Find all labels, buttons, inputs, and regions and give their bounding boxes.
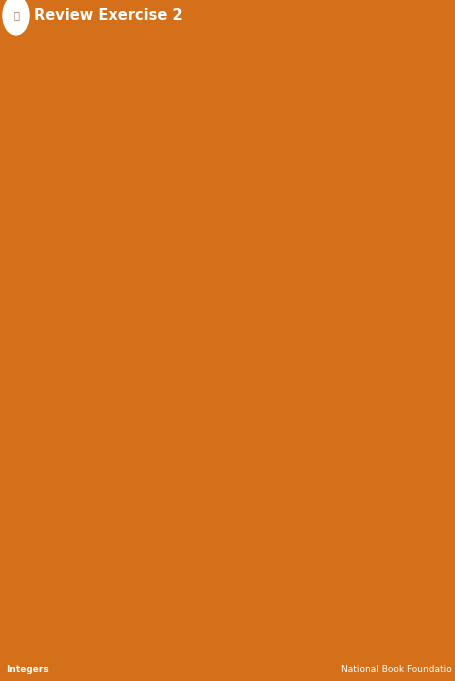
Text: (d)  60°: (d) 60° bbox=[341, 155, 383, 165]
Text: Review Exercise 2: Review Exercise 2 bbox=[34, 8, 182, 23]
Text: (d)  below: (d) below bbox=[341, 185, 396, 195]
Text: (a)  −30°: (a) −30° bbox=[36, 155, 86, 165]
Text: (vii): (vii) bbox=[12, 263, 38, 273]
Text: (b)  increases: (b) increases bbox=[173, 376, 247, 386]
Text: (viii): (viii) bbox=[12, 293, 42, 303]
Text: (a)  >: (a) > bbox=[36, 334, 67, 345]
Text: (i): (i) bbox=[12, 60, 26, 70]
Text: (c)  stationery (d)  none: (c) stationery (d) none bbox=[318, 376, 448, 386]
Text: (x): (x) bbox=[12, 353, 30, 363]
Circle shape bbox=[3, 0, 29, 35]
Text: (ix): (ix) bbox=[12, 323, 34, 333]
Text: (c)  ±30°: (c) ±30° bbox=[246, 155, 295, 165]
Text: (d)  +1: (d) +1 bbox=[341, 113, 379, 123]
Text: On number line the value of integer __________ as we move to: On number line the value of integer ____… bbox=[48, 353, 437, 363]
Text: (b)  +7: (b) +7 bbox=[136, 274, 175, 285]
Text: (c)  above: (c) above bbox=[246, 185, 300, 195]
Text: The temperature above freezing point is represented by ________: The temperature above freezing point is … bbox=[48, 60, 455, 70]
Text: −1 _________ −1000.: −1 _________ −1000. bbox=[48, 323, 170, 333]
Polygon shape bbox=[238, 1, 254, 30]
Text: Integers: Integers bbox=[7, 665, 49, 674]
Text: (iv): (iv) bbox=[12, 173, 34, 183]
Text: The absolute value of an integer is its distance from _________ .: The absolute value of an integer is its … bbox=[48, 203, 450, 213]
Text: (a) negative integer: (a) negative integer bbox=[36, 215, 145, 225]
Text: If − 30° represents rotation in clockwise direction then rotation in: If − 30° represents rotation in clockwis… bbox=[48, 131, 455, 142]
Text: The absolute value of an integer can never be _________ .: The absolute value of an integer can nev… bbox=[48, 233, 409, 243]
Text: (c)  Positive: (c) Positive bbox=[246, 83, 309, 93]
Text: (v): (v) bbox=[12, 203, 30, 213]
Text: (d)  <: (d) < bbox=[341, 304, 373, 315]
Text: (b)  Negative: (b) Negative bbox=[136, 83, 208, 93]
Text: (b)  ≥: (b) ≥ bbox=[136, 304, 168, 315]
Text: (iii): (iii) bbox=[12, 131, 35, 142]
Text: (a)  −100: (a) −100 bbox=[36, 113, 88, 123]
Text: (c)  0: (c) 0 bbox=[246, 274, 274, 285]
Text: (d)  ≥: (d) ≥ bbox=[341, 334, 373, 345]
Text: |−7| = _________ .: |−7| = _________ . bbox=[48, 263, 152, 274]
FancyBboxPatch shape bbox=[0, 661, 455, 679]
Text: (a)  positive: (a) positive bbox=[36, 244, 101, 255]
FancyBboxPatch shape bbox=[3, 8, 452, 663]
Text: anticlockwise direction is represented by _________ .: anticlockwise direction is represented b… bbox=[48, 143, 378, 153]
Polygon shape bbox=[238, 30, 254, 36]
Text: 🐾: 🐾 bbox=[13, 10, 19, 20]
Text: (a)  left: (a) left bbox=[36, 185, 76, 195]
Text: (d)  negative: (d) negative bbox=[341, 244, 411, 255]
Text: (b)  +100: (b) +100 bbox=[136, 113, 189, 123]
Text: (b)  +30°: (b) +30° bbox=[136, 155, 187, 165]
Text: (b)  right: (b) right bbox=[136, 185, 184, 195]
Text: 1.   Encircle the correct option.: 1. Encircle the correct option. bbox=[12, 44, 194, 57]
Text: (d)  1: (d) 1 bbox=[318, 215, 348, 225]
FancyBboxPatch shape bbox=[2, 1, 262, 30]
Text: (d)  Both (b) and (c): (d) Both (b) and (c) bbox=[341, 83, 450, 93]
Text: (ii): (ii) bbox=[12, 101, 30, 112]
Text: (c)  0: (c) 0 bbox=[246, 113, 274, 123]
Text: (a)  ≤: (a) ≤ bbox=[36, 304, 67, 315]
Text: (a)  decreases: (a) decreases bbox=[36, 376, 114, 386]
Text: (c)  0: (c) 0 bbox=[246, 244, 274, 255]
Text: integers.: integers. bbox=[48, 72, 106, 82]
Text: Depth of 100meter below sea level is represented by _______ m.: Depth of 100meter below sea level is rep… bbox=[48, 101, 455, 112]
Text: (b)  1: (b) 1 bbox=[136, 244, 166, 255]
Text: (a)  −7: (a) −7 bbox=[36, 274, 74, 285]
Text: the right of the integer.: the right of the integer. bbox=[48, 364, 200, 375]
Text: (a)  0: (a) 0 bbox=[36, 83, 66, 93]
Text: (d)  −1: (d) −1 bbox=[341, 274, 379, 285]
Text: (vi): (vi) bbox=[12, 233, 34, 243]
Text: −1000 _________ 0.: −1000 _________ 0. bbox=[48, 293, 161, 303]
Text: (c)  >: (c) > bbox=[246, 304, 276, 315]
Text: (c)  ≤: (c) ≤ bbox=[246, 334, 276, 345]
Text: (b) positive integer(c)  0: (b) positive integer(c) 0 bbox=[173, 215, 305, 225]
Text: National Book Foundatio: National Book Foundatio bbox=[340, 665, 451, 674]
Text: On number line all positive integers lie to the _________ of zero.: On number line all positive integers lie… bbox=[48, 173, 450, 183]
Text: (b)  <: (b) < bbox=[136, 334, 168, 345]
